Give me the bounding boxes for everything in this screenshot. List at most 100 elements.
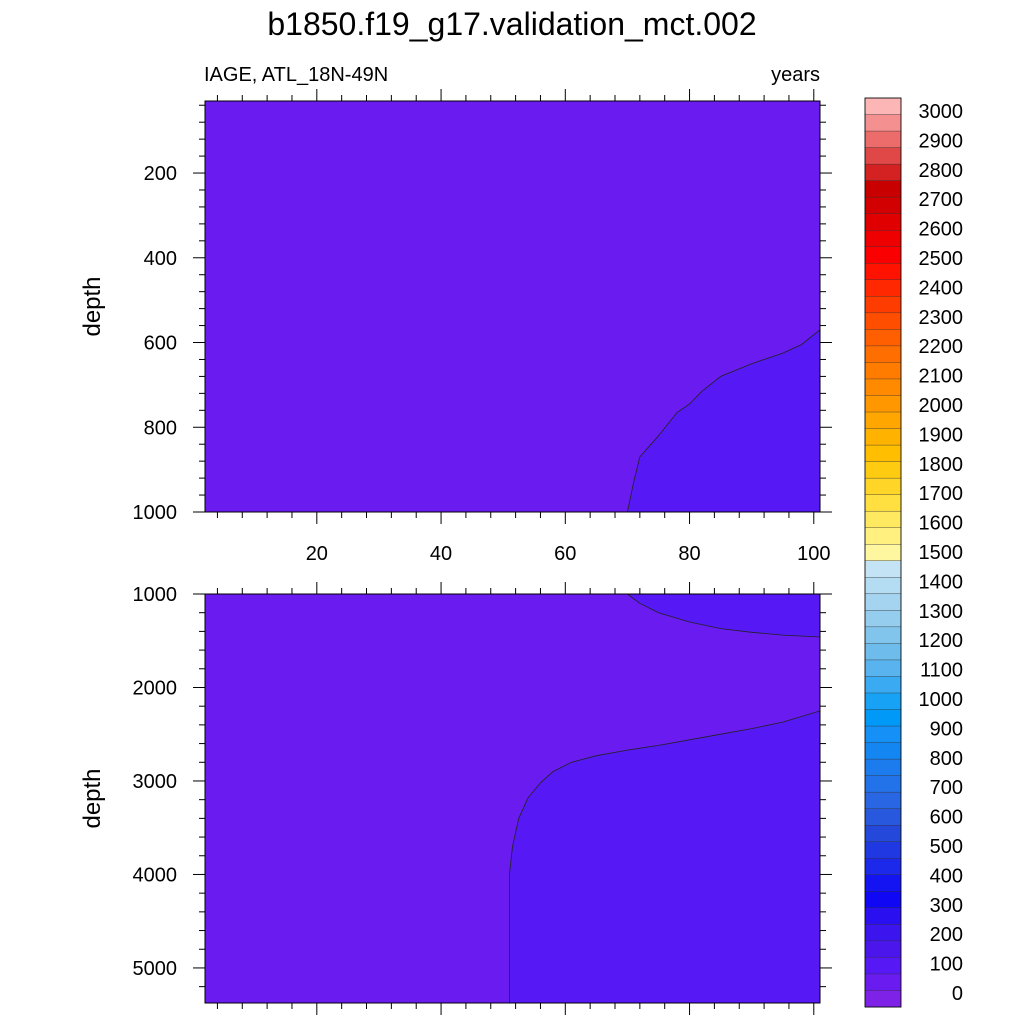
colorbar-box — [864, 527, 902, 545]
figure-title: b1850.f19_g17.validation_mct.002 — [267, 6, 756, 42]
colorbar-box — [864, 825, 902, 843]
y-tick-label: 3000 — [133, 771, 178, 793]
colorbar-box — [864, 196, 902, 215]
contour-region — [509, 710, 820, 1003]
colorbar-box — [864, 411, 902, 430]
colorbar-box — [864, 709, 902, 727]
colorbar-box — [864, 841, 902, 859]
colorbar-label: 3000 — [919, 101, 964, 123]
colorbar-box — [864, 163, 902, 182]
colorbar-box — [864, 378, 902, 396]
contour-line — [627, 593, 821, 638]
colorbar-box — [864, 279, 902, 297]
colorbar-label: 2900 — [919, 130, 964, 152]
colorbar-box — [864, 924, 902, 942]
colorbar-box — [864, 560, 902, 578]
colorbar-box — [864, 494, 902, 512]
colorbar: 3000290028002700260025002400230022002100… — [864, 97, 964, 1008]
colorbar-box — [864, 891, 902, 909]
colorbar-label: 1300 — [919, 601, 964, 623]
colorbar-label: 0 — [952, 983, 963, 1005]
colorbar-label: 300 — [930, 895, 963, 917]
colorbar-label: 2700 — [919, 189, 964, 211]
subtitle-left: IAGE, ATL_18N-49N — [204, 64, 388, 86]
colorbar-box — [864, 907, 902, 925]
colorbar-frame — [864, 97, 902, 1008]
colorbar-box — [864, 312, 902, 330]
colorbar-label: 1000 — [919, 689, 964, 711]
colorbar-box — [864, 725, 902, 744]
colorbar-label: 1400 — [919, 571, 964, 593]
y-tick-label: 1000 — [133, 584, 178, 606]
colorbar-label: 2100 — [919, 366, 964, 388]
y-tick-label: 800 — [144, 417, 177, 439]
colorbar-label: 900 — [930, 718, 963, 740]
contour-line — [627, 329, 821, 513]
colorbar-box — [864, 130, 902, 149]
colorbar-box — [864, 147, 902, 165]
colorbar-box — [864, 544, 902, 562]
colorbar-label: 1200 — [919, 630, 964, 652]
colorbar-label: 1100 — [920, 660, 963, 682]
colorbar-box — [864, 973, 902, 991]
colorbar-box — [864, 593, 902, 611]
colorbar-box — [864, 213, 902, 231]
colorbar-box — [864, 775, 902, 793]
colorbar-label: 2300 — [919, 307, 964, 329]
colorbar-label: 200 — [930, 924, 963, 946]
colorbar-box — [864, 345, 902, 363]
colorbar-box — [864, 444, 902, 463]
colorbar-box — [864, 758, 902, 777]
colorbar-label: 100 — [930, 954, 963, 976]
colorbar-label: 600 — [930, 807, 963, 829]
y-tick-label: 5000 — [133, 958, 178, 980]
colorbar-box — [864, 990, 902, 1008]
colorbar-label: 1700 — [919, 483, 964, 505]
colorbar-label: 500 — [930, 836, 963, 858]
colorbar-box — [864, 263, 902, 281]
colorbar-label: 1500 — [919, 542, 964, 564]
colorbar-label: 2800 — [919, 160, 964, 182]
colorbar-box — [864, 610, 902, 628]
colorbar-box — [864, 477, 902, 496]
colorbar-box — [864, 742, 902, 760]
x-tick-label: 100 — [797, 543, 830, 565]
subtitle-right: years — [771, 64, 820, 86]
colorbar-box — [864, 858, 902, 876]
colorbar-box — [864, 246, 902, 264]
colorbar-box — [864, 692, 902, 711]
contour-region — [627, 329, 820, 512]
plot-frame — [204, 100, 821, 513]
colorbar-label: 2500 — [919, 248, 964, 270]
colorbar-box — [864, 643, 902, 661]
colorbar-box — [864, 230, 902, 248]
colorbar-label: 800 — [930, 748, 963, 770]
y-tick-label: 4000 — [133, 864, 178, 886]
colorbar-box — [864, 329, 902, 347]
x-tick-label: 80 — [678, 543, 700, 565]
colorbar-box — [864, 395, 902, 413]
colorbar-label: 2600 — [919, 219, 964, 241]
colorbar-box — [864, 626, 902, 644]
colorbar-box — [864, 114, 902, 132]
colorbar-label: 700 — [930, 777, 963, 799]
colorbar-label: 1900 — [919, 424, 964, 446]
y-tick-label: 2000 — [133, 677, 178, 699]
colorbar-box — [864, 428, 902, 446]
colorbar-label: 1800 — [919, 454, 964, 476]
y-tick-label: 1000 — [133, 502, 178, 524]
colorbar-box — [864, 577, 902, 595]
colorbar-box — [864, 808, 902, 826]
y-tick-label: 600 — [144, 333, 177, 355]
y-axis-label: depth — [79, 768, 106, 828]
colorbar-box — [864, 362, 902, 380]
colorbar-box — [864, 97, 902, 116]
colorbar-box — [864, 296, 902, 314]
y-axis-label: depth — [79, 276, 106, 336]
colorbar-box — [864, 791, 902, 810]
x-tick-label: 40 — [430, 543, 452, 565]
colorbar-label: 1600 — [919, 513, 964, 535]
y-tick-label: 400 — [144, 248, 177, 270]
colorbar-box — [864, 510, 902, 529]
